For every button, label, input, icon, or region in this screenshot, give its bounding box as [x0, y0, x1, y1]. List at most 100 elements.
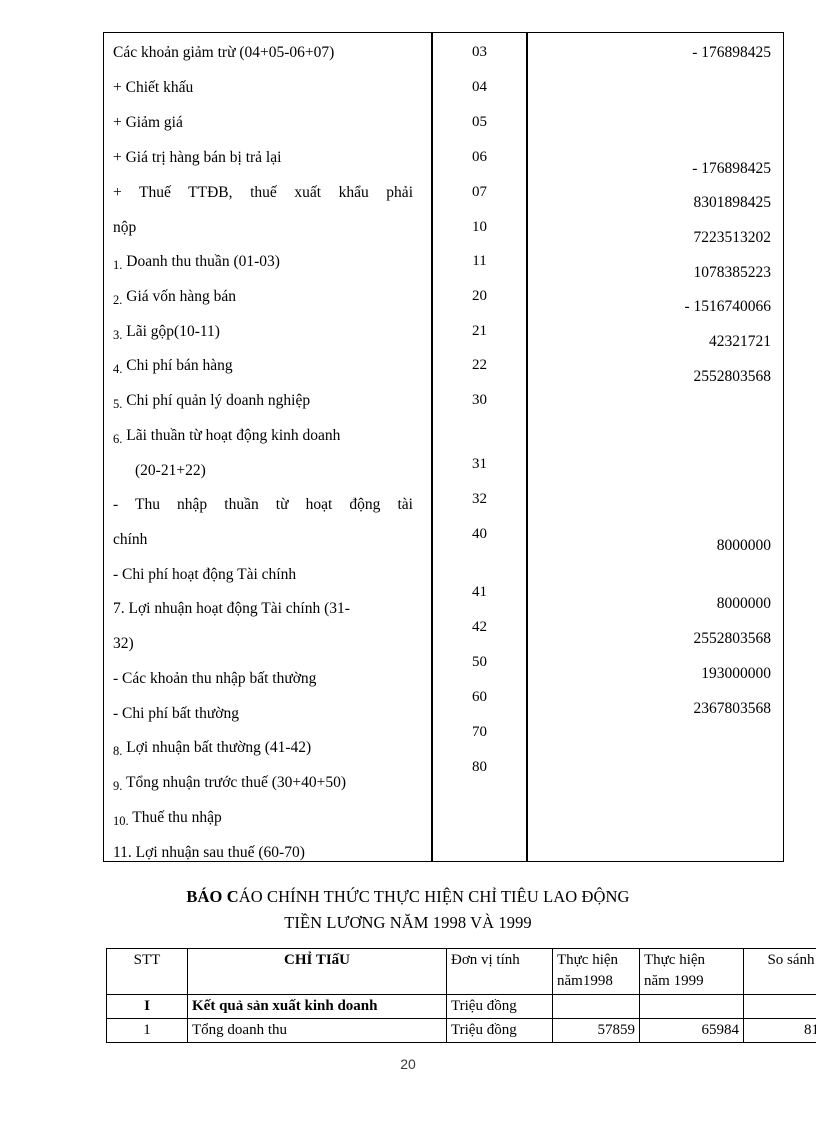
income-label-row: - Chi phí hoạt động Tài chính — [113, 567, 296, 583]
header-unit: Đơn vị tính — [446, 948, 553, 995]
income-label-text: Doanh thu thuần (01-03) — [126, 253, 280, 270]
income-label-text: - Chi phí bất thường — [113, 705, 239, 722]
income-label-row: + Chiết khấu — [113, 80, 193, 96]
labor-table-head: STT CHỈ TIấU Đơn vị tính Thực hiện năm199… — [106, 948, 816, 995]
income-label-text: Các khoản giảm trừ (04+05-06+07) — [113, 44, 335, 61]
income-label-text: 32) — [113, 635, 134, 652]
cell-stt: 1 — [106, 1018, 188, 1043]
income-label-text: - Chi phí hoạt động Tài chính — [113, 566, 297, 583]
income-value-cell: 2552803568 — [693, 630, 772, 647]
income-label-text: nộp — [113, 219, 137, 236]
income-code-cell: 40 — [472, 526, 487, 542]
income-label-row: 5. Chi phí quản lý doanh nghiệp — [113, 392, 311, 411]
cell-name: Tổng doanh thu — [187, 1018, 447, 1043]
header-year-1998-line2: năm1998 — [557, 973, 613, 989]
income-code-cell: 22 — [472, 357, 487, 373]
labor-table-header-row: STT CHỈ TIấU Đơn vị tính Thực hiện năm199… — [106, 948, 816, 995]
income-label-row: + Thuế TTĐB, thuế xuất khẩu phải — [113, 185, 413, 201]
income-label-number: 1. — [113, 258, 123, 272]
income-label-text: Chi phí bán hàng — [126, 357, 233, 374]
income-label-number: 9. — [113, 779, 123, 793]
header-year-1998: Thực hiện năm1998 — [552, 948, 640, 995]
income-code-cell: 30 — [472, 392, 487, 408]
income-code-cell: 20 — [472, 288, 487, 304]
income-label-text: 11. Lợi nhuận sau thuế (60-70) — [113, 844, 305, 861]
income-value-cell: 42321721 — [709, 333, 771, 350]
cell-year-1999 — [639, 994, 744, 1019]
income-label-row: 1. Doanh thu thuần (01-03) — [113, 253, 280, 272]
report-heading-line-1-rest: ÁO CHÍNH THỨC THỰC HIỆN CHỈ TIÊU LAO ĐỘN… — [238, 887, 630, 906]
income-value-cell: 8000000 — [716, 595, 771, 612]
income-code-cell: 06 — [472, 149, 487, 165]
income-label-number: 6. — [113, 432, 123, 446]
income-code-cell: 07 — [472, 184, 487, 200]
income-statement-table: Các khoản giảm trừ (04+05-06+07) + Chiết … — [103, 32, 784, 862]
income-label-text: Lợi nhuận bất thường (41-42) — [126, 739, 312, 756]
income-code-cell: 05 — [472, 114, 487, 130]
cell-year-1998 — [552, 994, 640, 1019]
income-value-cell: - 1516740066 — [684, 298, 771, 315]
cell-stt: I — [106, 994, 188, 1019]
income-label-number: 2. — [113, 293, 123, 307]
income-label-row: 9. Tổng nhuận trước thuế (30+40+50) — [113, 775, 346, 793]
income-label-row: chính — [113, 532, 147, 548]
income-label-row: 7. Lợi nhuận hoạt động Tài chính (31- — [113, 601, 350, 617]
income-label-text: + Giảm giá — [113, 114, 183, 131]
income-label-text: chính — [113, 531, 148, 548]
income-code-column: 03 04 05 06 07 10 11 20 21 22 30 31 32 40 41 42 50 60 70 80 — [433, 33, 526, 861]
column-divider-code-value — [526, 33, 528, 861]
income-label-row: 32) — [113, 636, 134, 652]
income-label-row: 3. Lãi gộp(10-11) — [113, 323, 220, 342]
income-value-cell: 7223513202 — [693, 229, 772, 246]
income-label-row: 4. Chi phí bán hàng — [113, 357, 233, 376]
income-label-text: Lãi gộp(10-11) — [126, 323, 220, 340]
income-label-row: (20-21+22) — [135, 463, 206, 479]
income-label-text: 7. Lợi nhuận hoạt động Tài chính (31- — [113, 600, 350, 617]
income-label-number: 5. — [113, 397, 123, 411]
income-label-text: (20-21+22) — [135, 462, 206, 479]
income-label-row: - Thu nhập thuần từ hoạt động tài — [113, 497, 413, 513]
income-label-row: Các khoản giảm trừ (04+05-06+07) — [113, 45, 334, 61]
income-code-cell: 32 — [472, 491, 487, 507]
income-value-cell: 8301898425 — [693, 194, 772, 211]
income-code-cell: 41 — [472, 584, 487, 600]
income-value-cell: 8000000 — [716, 537, 771, 554]
income-label-text: - Các khoản thu nhập bất thường — [113, 670, 317, 687]
report-heading-line-2: TIỀN LƯƠNG NĂM 1998 VÀ 1999 — [284, 913, 532, 932]
cell-year-1998: 57859 — [552, 1018, 640, 1043]
income-label-text: Lãi thuần từ hoạt động kinh doanh — [126, 427, 341, 444]
income-label-number: 3. — [113, 328, 123, 342]
income-code-cell: 31 — [472, 456, 487, 472]
income-label-row: 6. Lãi thuần từ hoạt động kinh doanh — [113, 427, 341, 446]
income-label-text: Giá vốn hàng bán — [126, 288, 237, 305]
income-code-cell: 03 — [472, 44, 487, 60]
income-label-text: + Giá trị hàng bán bị trả lại — [113, 149, 282, 166]
income-value-cell: - 176898425 — [692, 160, 771, 177]
income-label-text: Chi phí quản lý doanh nghiệp — [126, 392, 311, 409]
cell-compare: 8125 — [743, 1018, 816, 1043]
income-label-row: 8. Lợi nhuận bất thường (41-42) — [113, 739, 312, 757]
cell-year-1999: 65984 — [639, 1018, 744, 1043]
income-label-number: 4. — [113, 362, 123, 376]
income-code-cell: 21 — [472, 323, 487, 339]
income-value-cell: 1078385223 — [693, 264, 772, 281]
labor-table-body: I Kết quả sản xuất kinh doanh Triệu đồng 1 T… — [106, 994, 816, 1043]
income-label-row: - Chi phí bất thường — [113, 706, 239, 722]
header-year-1999: Thực hiện năm 1999 — [639, 948, 744, 995]
income-label-row: 2. Giá vốn hàng bán — [113, 288, 237, 307]
income-label-text: Thuế thu nhập — [132, 809, 222, 826]
table-row: I Kết quả sản xuất kinh doanh Triệu đồng — [106, 994, 816, 1019]
income-code-cell: 80 — [472, 759, 487, 775]
income-label-text: - Thu nhập thuần từ hoạt động tài — [113, 496, 413, 513]
header-compare: So sánh — [743, 948, 816, 995]
income-label-row: 10. Thuế thu nhập — [113, 809, 222, 827]
income-label-column: Các khoản giảm trừ (04+05-06+07) + Chiết … — [104, 33, 431, 861]
income-label-row: + Giá trị hàng bán bị trả lại — [113, 150, 281, 166]
income-value-cell: 2552803568 — [693, 368, 772, 385]
header-year-1999-line2: năm 1999 — [644, 973, 704, 989]
income-code-cell: 10 — [472, 219, 487, 235]
income-value-cell: 193000000 — [701, 665, 771, 682]
cell-compare — [743, 994, 816, 1019]
income-label-row: + Giảm giá — [113, 115, 183, 131]
income-label-row: 11. Lợi nhuận sau thuế (60-70) — [113, 845, 305, 861]
